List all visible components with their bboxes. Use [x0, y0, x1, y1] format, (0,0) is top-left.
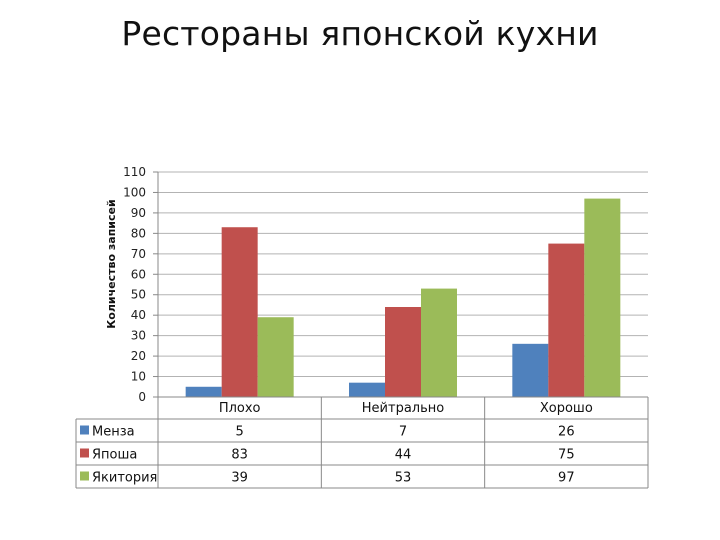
table-value-cell: 7 — [399, 425, 407, 440]
table-value-cell: 39 — [231, 471, 248, 486]
y-tick-label: 60 — [131, 267, 146, 281]
legend-swatch — [80, 471, 89, 481]
bar-1-1 — [185, 386, 222, 397]
bar-1-3 — [512, 343, 549, 397]
axes: 0 10 20 30 40 50 60 70 80 90 100 110 — [123, 165, 648, 404]
table-value-cell: 97 — [558, 471, 575, 486]
bar-2-1 — [221, 227, 258, 397]
y-tick-label: 10 — [131, 370, 146, 384]
data-table: Плохо Нейтрально Хорошо Менза 5 7 26 Япоша 83 44 7… — [75, 397, 649, 489]
table-value-cell: 44 — [395, 448, 412, 463]
y-tick-label: 100 — [123, 185, 146, 199]
chart-title: Рестораны японской кухни — [121, 14, 599, 53]
x-category-label: Плохо — [219, 401, 261, 416]
y-axis-label: Количество записей — [105, 199, 118, 328]
x-category-label: Нейтрально — [362, 401, 444, 416]
legend-series-name: Якитория — [92, 471, 157, 486]
bar-3-2 — [421, 288, 457, 397]
y-tick-label: 70 — [131, 247, 146, 261]
bar-3-3 — [584, 198, 621, 397]
bar-1-2 — [349, 382, 385, 397]
bar-2-3 — [548, 243, 585, 397]
bar-3-1 — [257, 317, 294, 397]
y-tick-label: 90 — [131, 206, 146, 220]
table-value-cell: 75 — [558, 448, 575, 463]
y-tick-label: 0 — [138, 390, 146, 404]
legend-swatch — [80, 448, 89, 458]
table-value-cell: 5 — [236, 425, 244, 440]
legend-series-name: Япоша — [92, 448, 137, 463]
legend-series-name: Менза — [92, 425, 135, 440]
x-category-label: Хорошо — [540, 401, 593, 416]
y-tick-label: 30 — [131, 329, 146, 343]
y-tick-label: 50 — [131, 288, 146, 302]
bars — [185, 198, 621, 397]
y-tick-label: 20 — [131, 349, 146, 363]
table-value-cell: 53 — [395, 471, 412, 486]
table-value-cell: 83 — [231, 448, 248, 463]
bar-2-2 — [385, 307, 421, 397]
y-tick-label: 110 — [123, 165, 146, 179]
legend-swatch — [80, 425, 89, 435]
table-value-cell: 26 — [558, 425, 575, 440]
y-tick-label: 80 — [131, 226, 146, 240]
y-tick-label: 40 — [131, 308, 146, 322]
